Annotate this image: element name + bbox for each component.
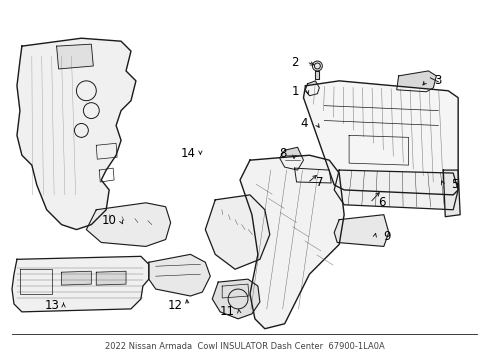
Polygon shape <box>443 170 459 217</box>
Polygon shape <box>17 38 136 230</box>
Text: 8: 8 <box>279 147 286 160</box>
Polygon shape <box>333 215 388 247</box>
Text: 12: 12 <box>168 300 183 312</box>
Text: 10: 10 <box>102 214 116 227</box>
Polygon shape <box>279 147 303 170</box>
Text: 2022 Nissan Armada  Cowl INSULATOR Dash Center  67900-1LA0A: 2022 Nissan Armada Cowl INSULATOR Dash C… <box>104 342 384 351</box>
Text: 9: 9 <box>382 230 390 243</box>
Polygon shape <box>396 71 435 92</box>
Polygon shape <box>333 170 457 210</box>
Polygon shape <box>61 271 91 285</box>
Polygon shape <box>148 255 210 296</box>
Polygon shape <box>205 195 269 269</box>
Polygon shape <box>240 155 344 329</box>
Polygon shape <box>315 71 319 79</box>
Text: 14: 14 <box>181 147 196 160</box>
Polygon shape <box>294 168 330 183</box>
Text: 7: 7 <box>315 176 323 189</box>
Polygon shape <box>96 271 126 285</box>
Text: 13: 13 <box>44 300 59 312</box>
Circle shape <box>312 61 322 71</box>
Polygon shape <box>86 203 170 247</box>
Text: 3: 3 <box>434 75 441 87</box>
Text: 5: 5 <box>450 179 458 192</box>
Text: 6: 6 <box>377 196 385 209</box>
Text: 2: 2 <box>290 55 298 68</box>
Polygon shape <box>303 81 457 195</box>
Polygon shape <box>212 279 259 319</box>
Text: 4: 4 <box>300 117 307 130</box>
Polygon shape <box>57 44 93 69</box>
Text: 1: 1 <box>291 85 299 98</box>
Text: 11: 11 <box>219 305 234 318</box>
Polygon shape <box>305 81 319 96</box>
Polygon shape <box>12 256 148 312</box>
